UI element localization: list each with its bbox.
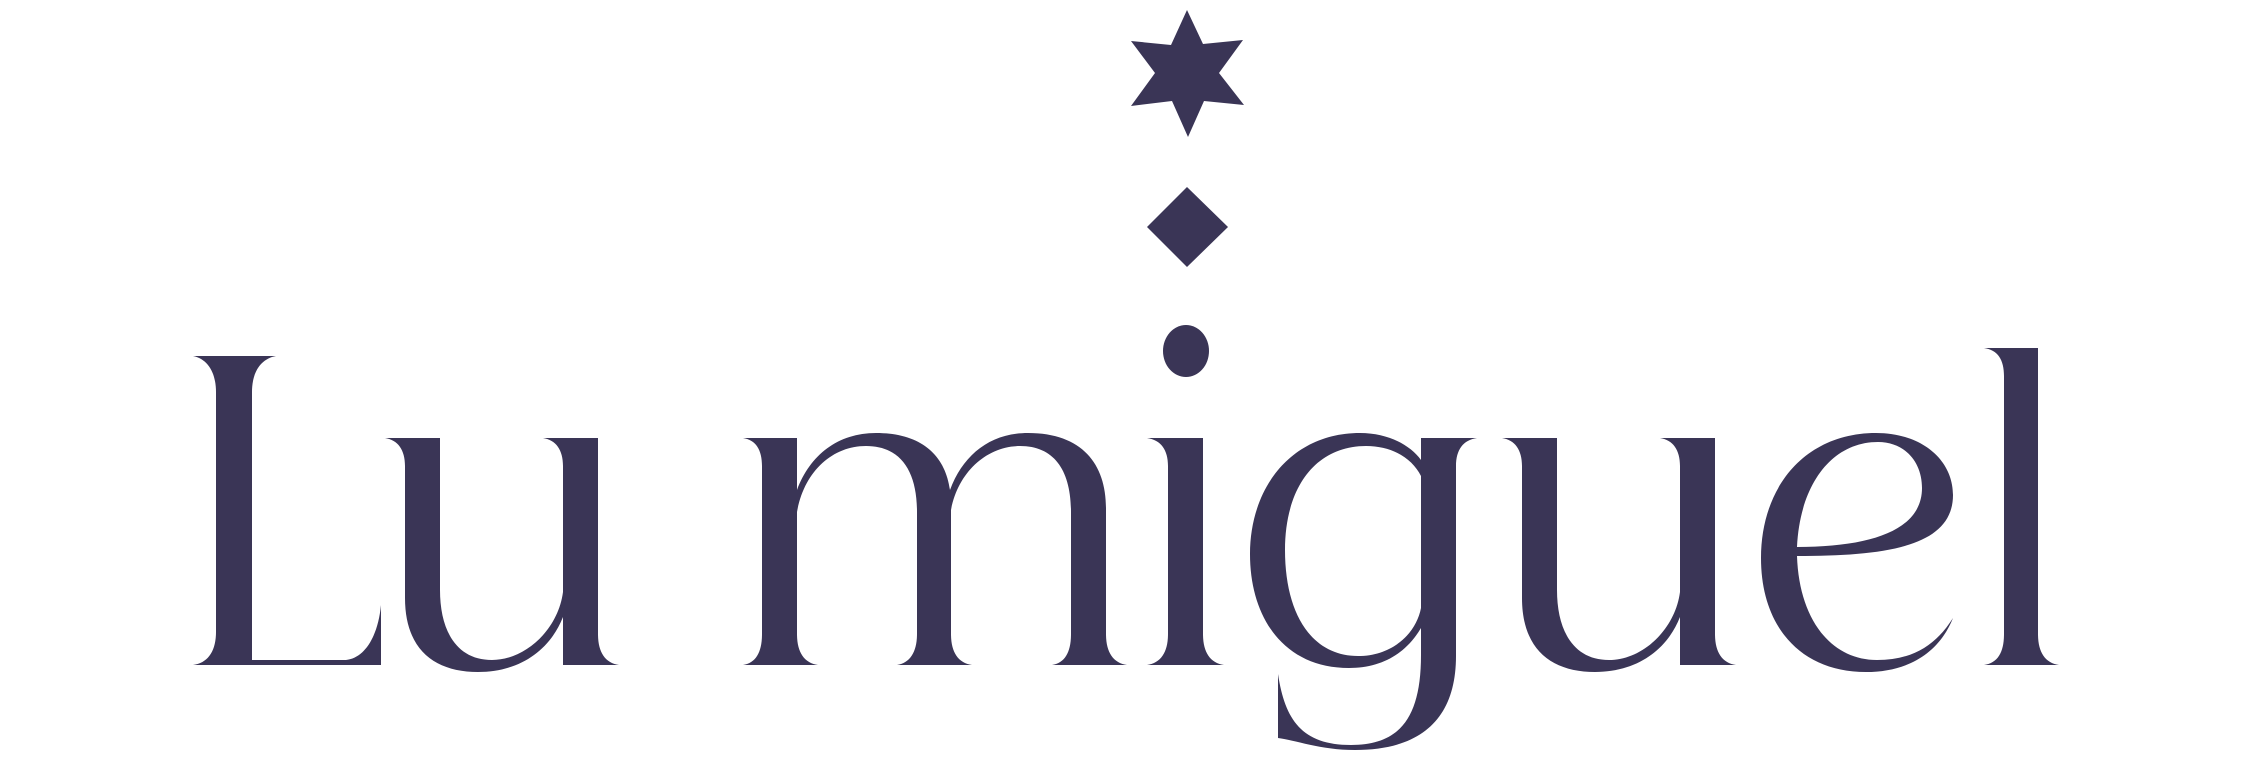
- six-pointed-star-icon: [1131, 10, 1244, 137]
- letter-i: [1147, 438, 1224, 665]
- letter-g: [1250, 433, 1477, 750]
- dot-icon: [1163, 325, 1209, 377]
- letter-e: [1761, 433, 1953, 672]
- diamond-icon: [1147, 187, 1228, 267]
- letter-u-2: [1502, 438, 1736, 672]
- letter-l: [1984, 348, 2059, 665]
- letter-m: [743, 433, 1127, 665]
- wordmark: [193, 348, 2059, 750]
- letter-u-1: [385, 438, 619, 672]
- letter-L: [193, 356, 381, 665]
